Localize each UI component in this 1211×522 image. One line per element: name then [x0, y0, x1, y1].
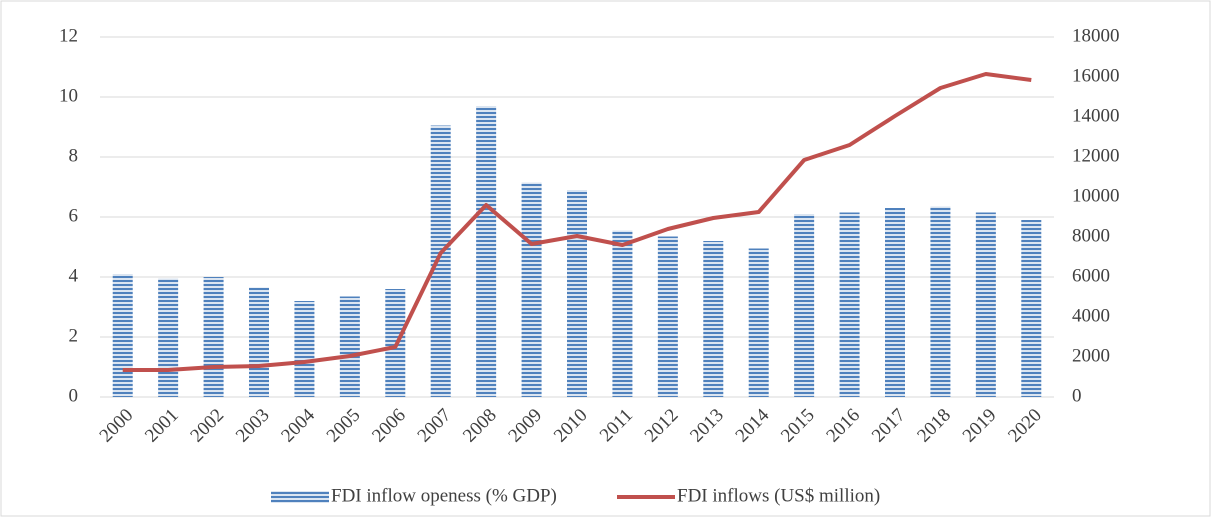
x-tick-label: 2011: [596, 405, 637, 446]
y-tick-label: 12: [59, 25, 78, 46]
bar: [930, 206, 951, 397]
bar: [339, 296, 360, 397]
bar: [158, 278, 179, 397]
x-tick-label: 2009: [504, 405, 546, 447]
bar: [203, 277, 224, 397]
y2-tick-label: 16000: [1072, 65, 1120, 86]
bar: [885, 208, 905, 397]
x-tick-label: 2017: [868, 405, 910, 447]
x-tick-label: 2007: [414, 405, 456, 447]
x-tick-label: 2000: [96, 405, 138, 447]
y2-tick-label: 6000: [1072, 265, 1110, 286]
x-tick-label: 2006: [368, 405, 410, 447]
bar: [521, 182, 542, 397]
bar: [612, 230, 633, 397]
legend-swatch: [271, 491, 329, 503]
y-tick-label: 6: [69, 205, 79, 226]
bar: [294, 301, 315, 397]
x-tick-label: 2020: [1004, 405, 1046, 447]
legend-label: FDI inflow openess (% GDP): [331, 485, 557, 506]
bar: [748, 248, 769, 397]
x-tick-label: 2014: [732, 404, 774, 446]
y2-tick-label: 8000: [1072, 225, 1110, 246]
y-tick-label: 2: [69, 325, 79, 346]
y2-tick-label: 10000: [1072, 185, 1120, 206]
bar: [1021, 220, 1042, 397]
y-tick-label: 10: [59, 85, 78, 106]
x-tick-label: 2002: [186, 405, 228, 447]
x-tick-label: 2005: [323, 405, 365, 447]
x-tick-label: 2003: [232, 405, 274, 447]
legend-label: FDI inflows (US$ million): [677, 485, 880, 506]
bar: [839, 212, 860, 397]
x-tick-label: 2001: [141, 405, 183, 447]
x-tick-label: 2018: [913, 405, 955, 447]
x-tick-label: 2019: [959, 405, 1001, 447]
bar: [476, 106, 497, 397]
y2-tick-label: 2000: [1072, 345, 1110, 366]
x-tick-label: 2012: [641, 405, 683, 447]
bar: [703, 241, 724, 397]
x-tick-label: 2010: [550, 405, 592, 447]
y-tick-label: 0: [69, 385, 79, 406]
bar: [975, 212, 996, 397]
y-tick-label: 4: [69, 265, 79, 286]
y2-tick-label: 18000: [1072, 25, 1120, 46]
y2-tick-label: 12000: [1072, 145, 1120, 166]
line: [122, 72, 1032, 372]
y2-tick-label: 4000: [1072, 305, 1110, 326]
bar: [567, 190, 587, 397]
y-tick-label: 8: [69, 145, 79, 166]
x-tick-label: 2013: [686, 405, 728, 447]
x-tick-label: 2016: [822, 405, 864, 447]
x-tick-label: 2004: [277, 404, 319, 446]
bar: [249, 287, 269, 397]
y2-tick-label: 14000: [1072, 105, 1120, 126]
bar: [112, 274, 133, 397]
y2-tick-label: 0: [1072, 385, 1082, 406]
bar: [657, 236, 678, 397]
bar: [430, 125, 451, 397]
x-tick-label: 2008: [459, 405, 501, 447]
bar: [794, 214, 815, 397]
x-tick-label: 2015: [777, 405, 819, 447]
